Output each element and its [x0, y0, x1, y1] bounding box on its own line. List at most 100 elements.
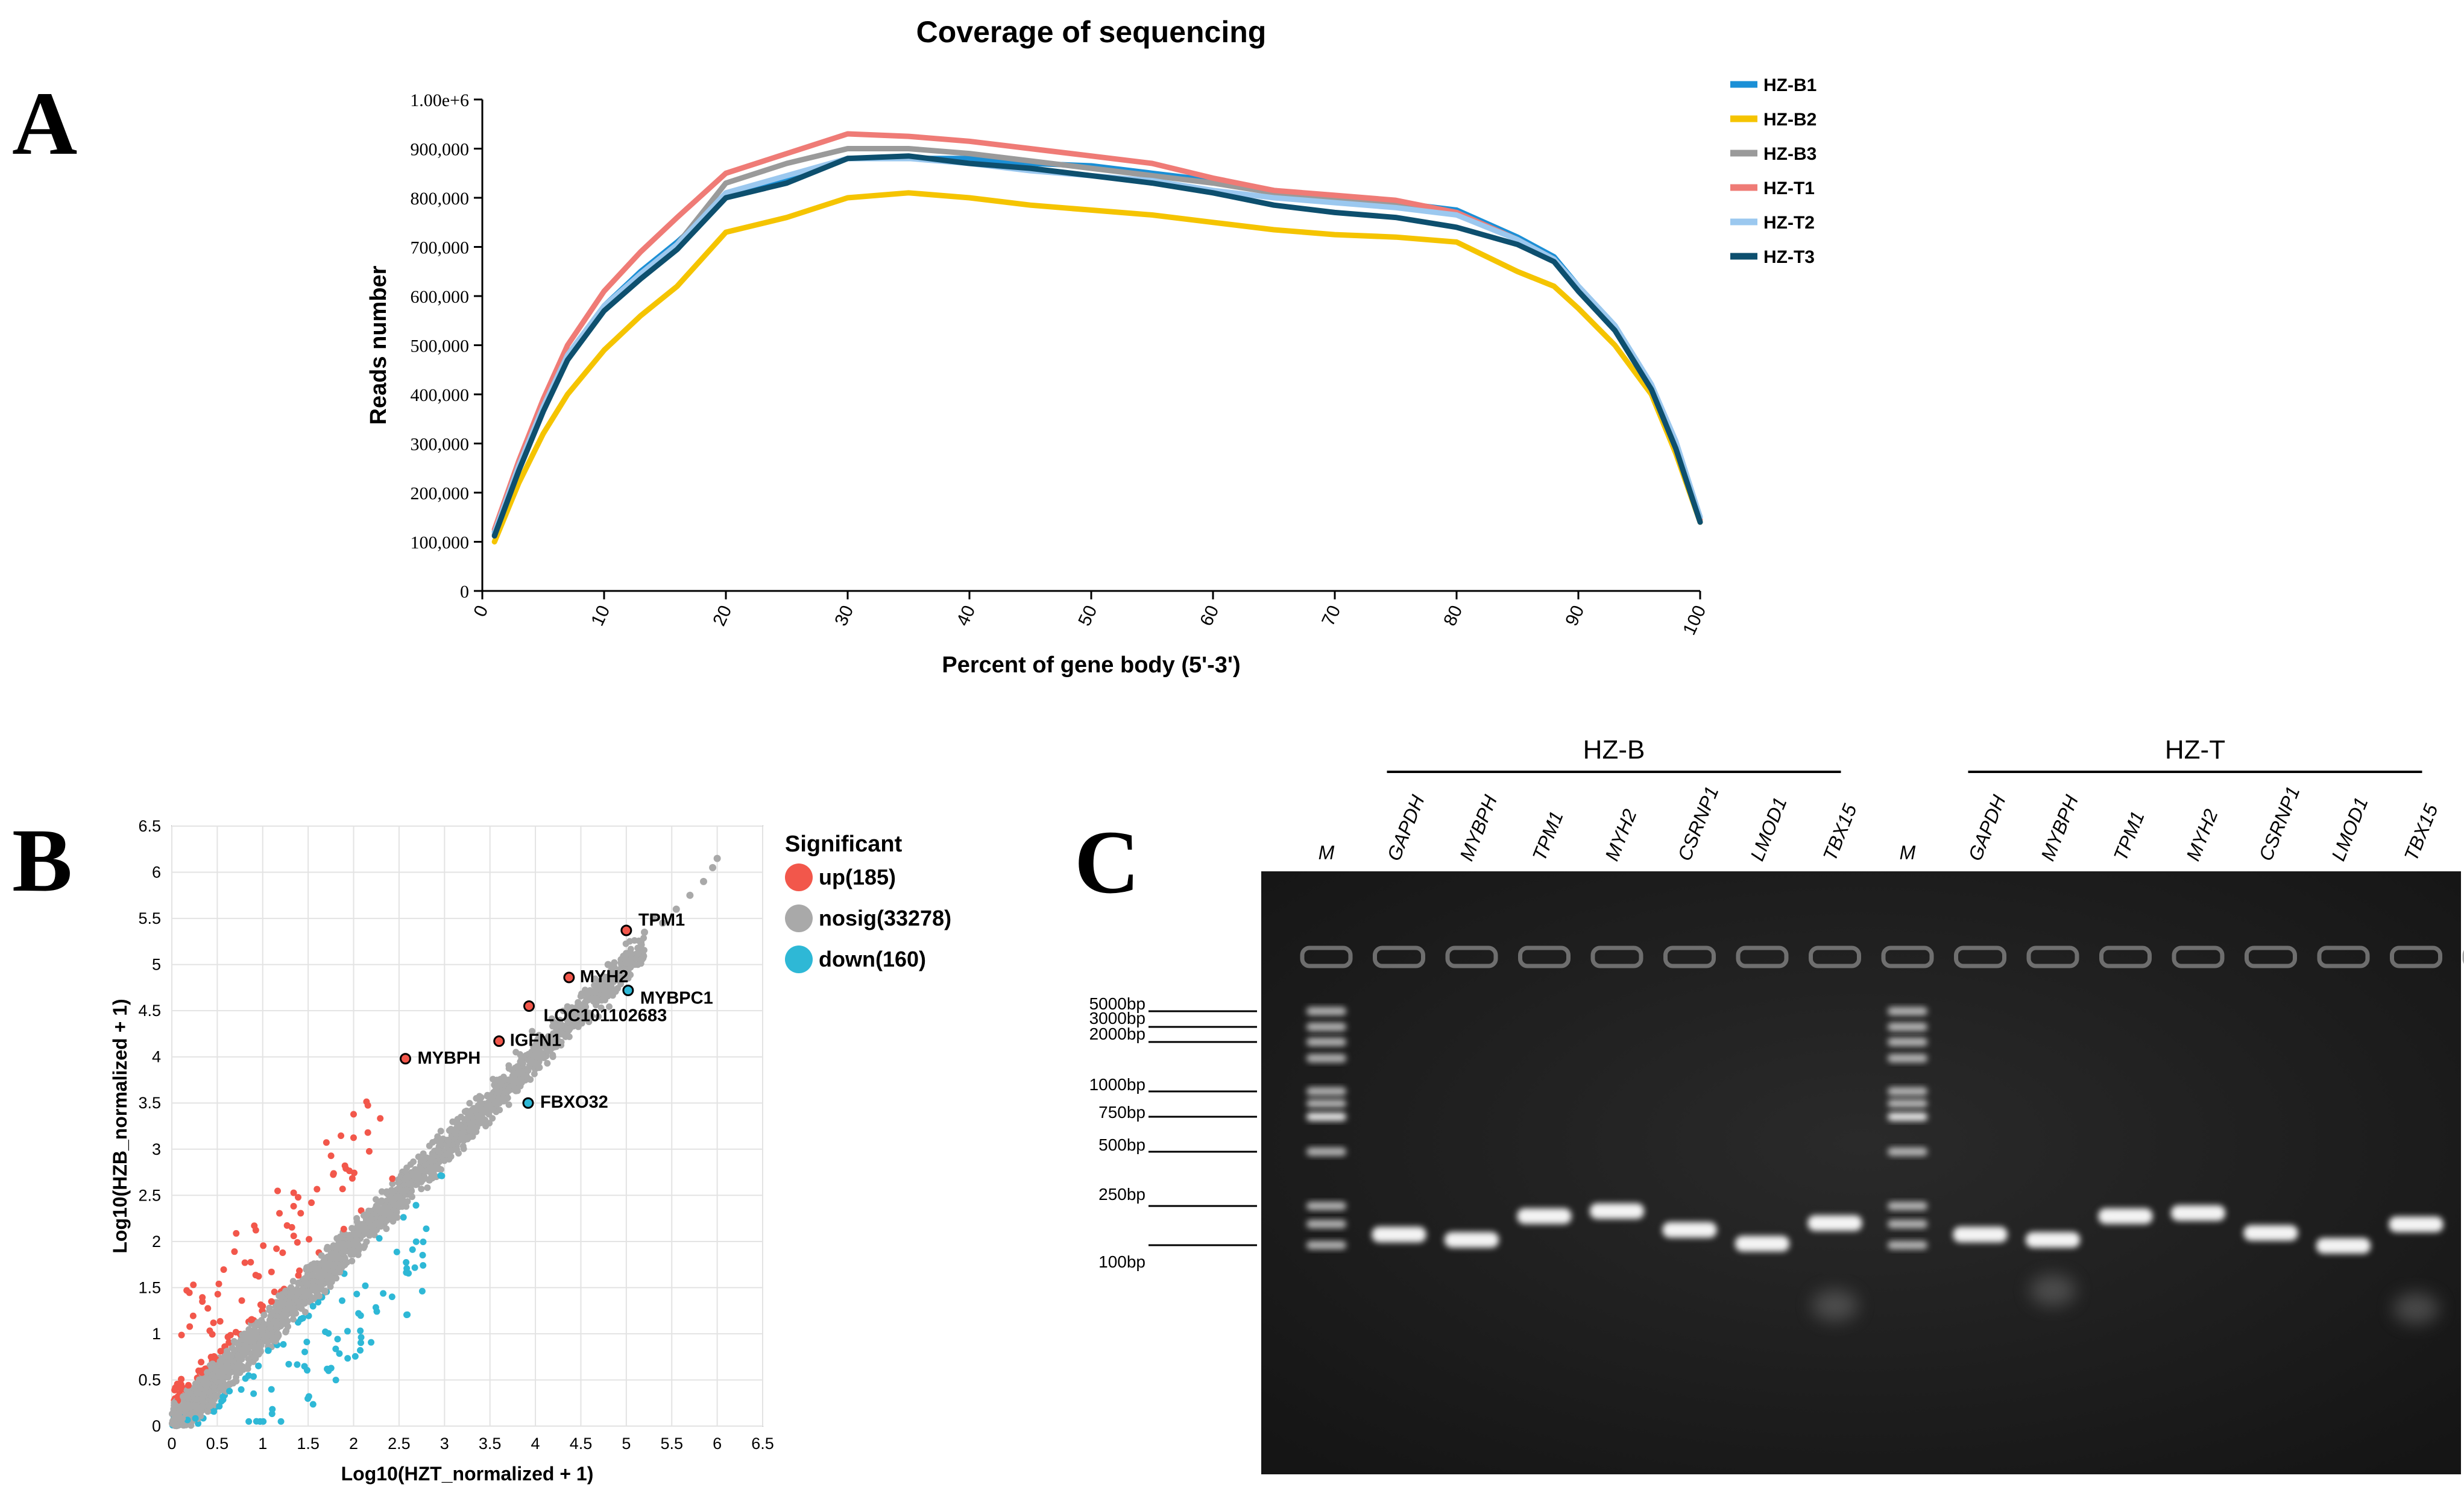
ladder-band	[1306, 1007, 1346, 1015]
scatter-point-down	[265, 1347, 272, 1354]
scatter-point-nosig	[622, 940, 629, 947]
gene-label-MYBPC1: MYBPC1	[640, 988, 713, 1008]
scatter-point-nosig	[336, 1269, 344, 1276]
scatter-point-up	[186, 1289, 193, 1296]
scatter-point-nosig	[259, 1324, 266, 1331]
scatter-point-up	[185, 1381, 192, 1389]
scatter-point-up	[238, 1297, 245, 1304]
y-tick-label: 3	[152, 1140, 161, 1158]
scatter-point-nosig	[248, 1335, 255, 1342]
scatter-point-nosig	[269, 1337, 277, 1344]
sample-band	[1445, 1232, 1499, 1248]
y-tick-label: 4.5	[138, 1002, 161, 1020]
scatter-point-nosig	[641, 929, 648, 936]
x-tick-label: 3.5	[479, 1435, 502, 1453]
scatter-point-nosig	[313, 1293, 320, 1300]
scatter-point-nosig	[549, 1023, 556, 1030]
legend-label-HZ-T2: HZ-T2	[1763, 213, 1815, 233]
scatter-point-nosig	[547, 1037, 554, 1044]
scatter-point-down	[226, 1387, 233, 1395]
y-tick-label: 0.5	[138, 1371, 161, 1389]
scatter-point-up	[260, 1242, 267, 1249]
scatter-point-down	[412, 1202, 420, 1209]
scatter-point-up	[171, 1386, 178, 1394]
scatter-point-nosig	[280, 1299, 287, 1307]
scatter-point-nosig	[583, 990, 590, 997]
scatter-point-down	[301, 1363, 308, 1370]
y-tick-label: 6.5	[138, 817, 161, 835]
scatter-point-nosig	[339, 1261, 346, 1269]
gel-well	[2245, 945, 2297, 968]
scatter-point-nosig	[529, 1059, 536, 1066]
y-tick-label: 1	[152, 1325, 161, 1343]
y-tick-label: 900,000	[411, 140, 470, 160]
sample-band	[1372, 1226, 1426, 1243]
scatter-point-nosig	[186, 1412, 193, 1419]
scatter-point-nosig	[324, 1261, 332, 1267]
scatter-point-nosig	[394, 1201, 402, 1208]
scatter-point-up	[217, 1348, 224, 1355]
scatter-point-nosig	[592, 994, 599, 1002]
scatter-point-nosig	[233, 1374, 240, 1381]
scatter-point-down	[219, 1394, 227, 1400]
scatter-point-nosig	[180, 1393, 187, 1400]
scatter-point-nosig	[527, 1076, 534, 1083]
scatter-point-up	[220, 1266, 227, 1273]
scatter-point-down	[285, 1360, 292, 1368]
panel-c: C HZ-B HZ-T M GAPDH MYBPH TPM1 MYH2 CSRNP1 LMOD1…	[1025, 712, 2464, 1490]
legend-label-HZ-B1: HZ-B1	[1763, 75, 1816, 95]
scatter-point-nosig	[476, 1093, 483, 1100]
scatter-point-nosig	[172, 1415, 180, 1422]
scatter-point-nosig	[415, 1153, 422, 1160]
scatter-point-up	[308, 1199, 315, 1207]
ladder-band	[1888, 1220, 1927, 1228]
scatter-point-nosig	[463, 1107, 470, 1114]
x-tick-label: 6.5	[751, 1435, 774, 1453]
x-tick-label: 50	[1074, 602, 1101, 629]
scatter-point-down	[376, 1235, 383, 1242]
scatter-point-down	[403, 1265, 411, 1272]
scatter-point-up	[364, 1129, 371, 1136]
sample-band	[1590, 1203, 1644, 1219]
scatter-point-nosig	[578, 990, 585, 997]
scatter-point-nosig	[171, 1402, 178, 1409]
scatter-point-nosig	[635, 950, 642, 957]
scatter-point-up	[247, 1258, 254, 1266]
scatter-point-nosig	[568, 1006, 575, 1014]
scatter-point-down	[332, 1345, 339, 1353]
x-tick-label: 3	[440, 1435, 449, 1453]
ladder-band	[1888, 1054, 1927, 1062]
scatter-point-down	[380, 1290, 387, 1297]
scatter-point-down	[393, 1248, 400, 1255]
scatter-point-nosig	[482, 1119, 489, 1126]
labeled-gene-point	[523, 1000, 535, 1012]
scatter-point-nosig	[266, 1304, 273, 1312]
scatter-point-nosig	[333, 1235, 341, 1242]
sample-band	[2243, 1225, 2298, 1241]
scatter-point-nosig	[559, 1008, 567, 1014]
scatter-point-nosig	[368, 1228, 375, 1236]
scatter-point-up	[350, 1111, 357, 1118]
scatter-point-up	[306, 1236, 313, 1243]
scatter-point-up	[225, 1339, 233, 1346]
scatter-point-nosig	[335, 1255, 342, 1262]
ladder-band	[1888, 1113, 1927, 1121]
scatter-point-nosig	[620, 965, 627, 973]
scatter-point-up	[178, 1331, 185, 1339]
scatter-point-down	[412, 1238, 420, 1245]
legend-label-HZ-B2: HZ-B2	[1763, 110, 1816, 130]
x-tick-label: 100	[1679, 602, 1710, 638]
scatter-point-down	[299, 1315, 306, 1322]
scatter-point-nosig	[534, 1036, 541, 1043]
scatter-point-down	[324, 1365, 331, 1372]
scatter-point-nosig	[627, 971, 634, 979]
scatter-point-down	[250, 1390, 257, 1397]
ladder-band	[1306, 1147, 1346, 1156]
scatter-point-down	[309, 1401, 317, 1408]
scatter-point-nosig	[295, 1279, 302, 1286]
scatter-point-nosig	[511, 1085, 518, 1092]
scatter-point-nosig	[416, 1175, 423, 1182]
scatter-point-nosig	[227, 1353, 235, 1360]
y-tick-label: 800,000	[411, 189, 470, 209]
labeled-gene-point	[522, 1097, 534, 1109]
